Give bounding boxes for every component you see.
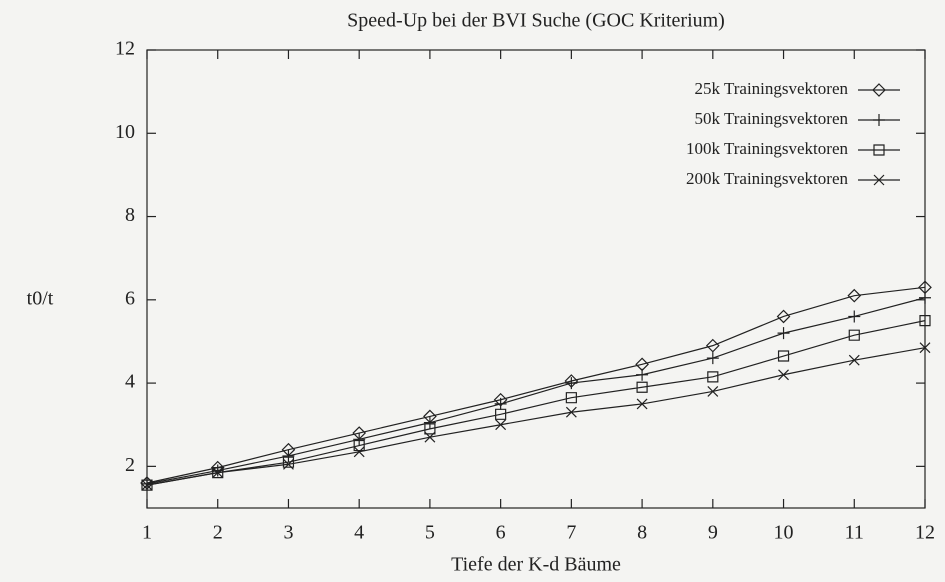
marker — [777, 350, 790, 362]
marker — [212, 467, 224, 479]
marker — [636, 368, 649, 381]
marker — [636, 381, 648, 393]
legend-label: 100k Trainingsvektoren — [686, 139, 848, 158]
y-tick-label: 4 — [125, 371, 135, 393]
x-tick-label: 12 — [915, 522, 935, 544]
x-tick-label: 5 — [425, 522, 435, 544]
legend-label: 25k Trainingsvektoren — [695, 79, 849, 98]
series-line — [146, 297, 926, 485]
y-axis-label: t0/t — [27, 288, 54, 310]
x-tick-label: 7 — [566, 522, 576, 544]
series-line — [146, 320, 926, 486]
legend-marker — [873, 114, 885, 126]
legend-label: 200k Trainingsvektoren — [686, 169, 848, 188]
marker — [424, 423, 436, 435]
x-tick-label: 4 — [354, 522, 364, 544]
marker — [707, 371, 719, 383]
marker — [636, 398, 648, 410]
x-tick-label: 3 — [283, 522, 293, 544]
marker — [707, 385, 719, 397]
marker — [919, 291, 931, 304]
marker — [495, 419, 507, 431]
series-line — [146, 286, 926, 484]
y-tick-label: 8 — [125, 204, 135, 226]
series-line — [146, 347, 926, 486]
marker — [919, 315, 931, 327]
plot-frame — [146, 49, 926, 509]
y-tick-label: 6 — [125, 287, 135, 309]
marker — [919, 342, 931, 354]
x-tick-label: 2 — [213, 522, 223, 544]
marker — [141, 479, 153, 491]
marker — [423, 416, 436, 429]
marker — [353, 446, 365, 458]
marker — [282, 456, 295, 468]
marker — [706, 352, 719, 365]
x-tick-label: 9 — [708, 522, 718, 544]
x-axis-label: Tiefe der K-d Bäume — [451, 554, 621, 576]
x-tick-label: 8 — [637, 522, 647, 544]
marker — [848, 310, 861, 323]
legend-marker — [872, 83, 886, 97]
x-tick-label: 11 — [845, 522, 864, 544]
marker — [283, 458, 294, 470]
legend-marker — [873, 174, 885, 186]
x-tick-label: 6 — [496, 522, 506, 544]
marker — [494, 397, 507, 410]
marker — [211, 464, 224, 477]
marker — [424, 431, 436, 443]
y-tick-label: 12 — [115, 38, 135, 60]
marker — [495, 408, 507, 420]
marker — [282, 449, 295, 462]
y-tick-label: 2 — [125, 454, 135, 476]
marker — [565, 406, 577, 418]
legend-label: 50k Trainingsvektoren — [695, 109, 849, 128]
marker — [565, 377, 578, 390]
marker — [776, 309, 791, 324]
legend-marker — [873, 144, 885, 156]
x-tick-label: 1 — [142, 522, 152, 544]
marker — [848, 354, 860, 366]
marker — [777, 327, 790, 340]
chart-title: Speed-Up bei der BVI Suche (GOC Kriteriu… — [347, 10, 725, 32]
marker — [705, 338, 720, 353]
x-tick-label: 10 — [774, 522, 794, 544]
marker — [847, 288, 862, 303]
marker — [778, 369, 789, 381]
marker — [848, 329, 860, 341]
marker — [565, 392, 577, 404]
marker — [353, 433, 366, 446]
y-tick-label: 10 — [115, 121, 135, 143]
